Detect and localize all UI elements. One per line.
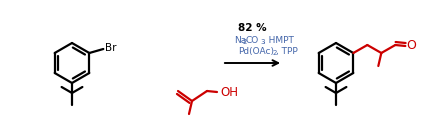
Text: Pd(OAc): Pd(OAc) <box>237 47 273 56</box>
Text: 82 %: 82 % <box>237 23 266 33</box>
Text: 2: 2 <box>272 50 277 56</box>
Text: OH: OH <box>219 86 237 99</box>
Text: O: O <box>406 39 415 51</box>
Text: 2: 2 <box>242 39 247 45</box>
Text: CO: CO <box>245 36 259 45</box>
Text: Br: Br <box>105 43 117 53</box>
Text: , HMPT: , HMPT <box>262 36 293 45</box>
Text: , TPP: , TPP <box>275 47 297 56</box>
Text: Na: Na <box>233 36 246 45</box>
Text: 3: 3 <box>259 39 264 45</box>
